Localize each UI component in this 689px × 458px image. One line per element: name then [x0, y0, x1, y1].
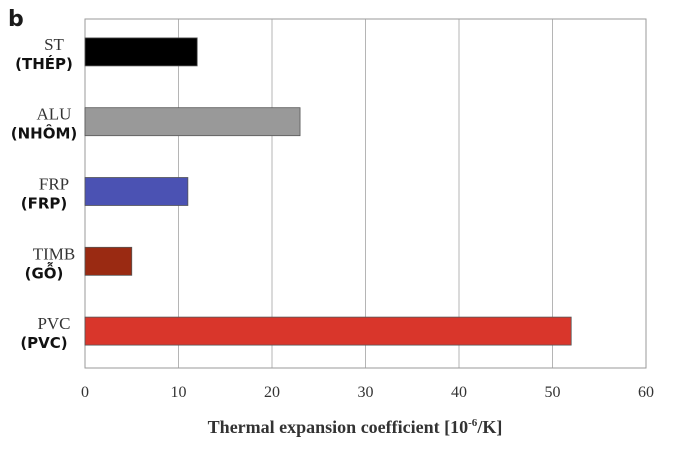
category-translation-label: (GỖ)	[25, 261, 64, 282]
bar	[84, 246, 133, 276]
x-tick-label: 10	[171, 384, 187, 401]
category-label: FRP	[39, 175, 69, 194]
x-axis-title-main: Thermal expansion coefficient [10	[208, 417, 468, 437]
panel-label: b	[8, 7, 24, 32]
x-tick-label: 50	[545, 384, 561, 401]
category-translation-label: (NHÔM)	[11, 124, 78, 143]
category-translation-label: (PVC)	[20, 334, 67, 352]
bar	[84, 177, 189, 206]
grid-lines	[178, 19, 553, 368]
x-tick-label: 60	[638, 384, 654, 401]
x-ticks: 0 10 20 30 40 50 60	[81, 384, 654, 401]
bar	[84, 37, 198, 67]
category-labels: ST(THÉP) ALU(NHÔM) FRP(FRP) TIMB(GỖ) PVC(PVC…	[11, 35, 78, 352]
x-axis-title: Thermal expansion coefficient [10-6/K]	[208, 417, 503, 437]
bar	[84, 316, 572, 346]
bar	[84, 107, 301, 137]
x-axis-title-tail: /K]	[476, 417, 502, 437]
x-tick-label: 30	[358, 384, 374, 401]
x-tick-label: 40	[451, 384, 467, 401]
category-translation-label: (FRP)	[21, 195, 68, 213]
category-label: PVC	[37, 314, 70, 333]
category-label: ST	[44, 35, 64, 54]
category-label: TIMB	[33, 244, 76, 263]
x-axis-title-sup: -6	[468, 417, 478, 429]
x-tick-label: 0	[81, 384, 89, 401]
category-translation-label: (THÉP)	[15, 54, 73, 73]
bars	[84, 37, 572, 346]
x-tick-label: 20	[264, 384, 280, 401]
category-label: ALU	[37, 105, 72, 124]
